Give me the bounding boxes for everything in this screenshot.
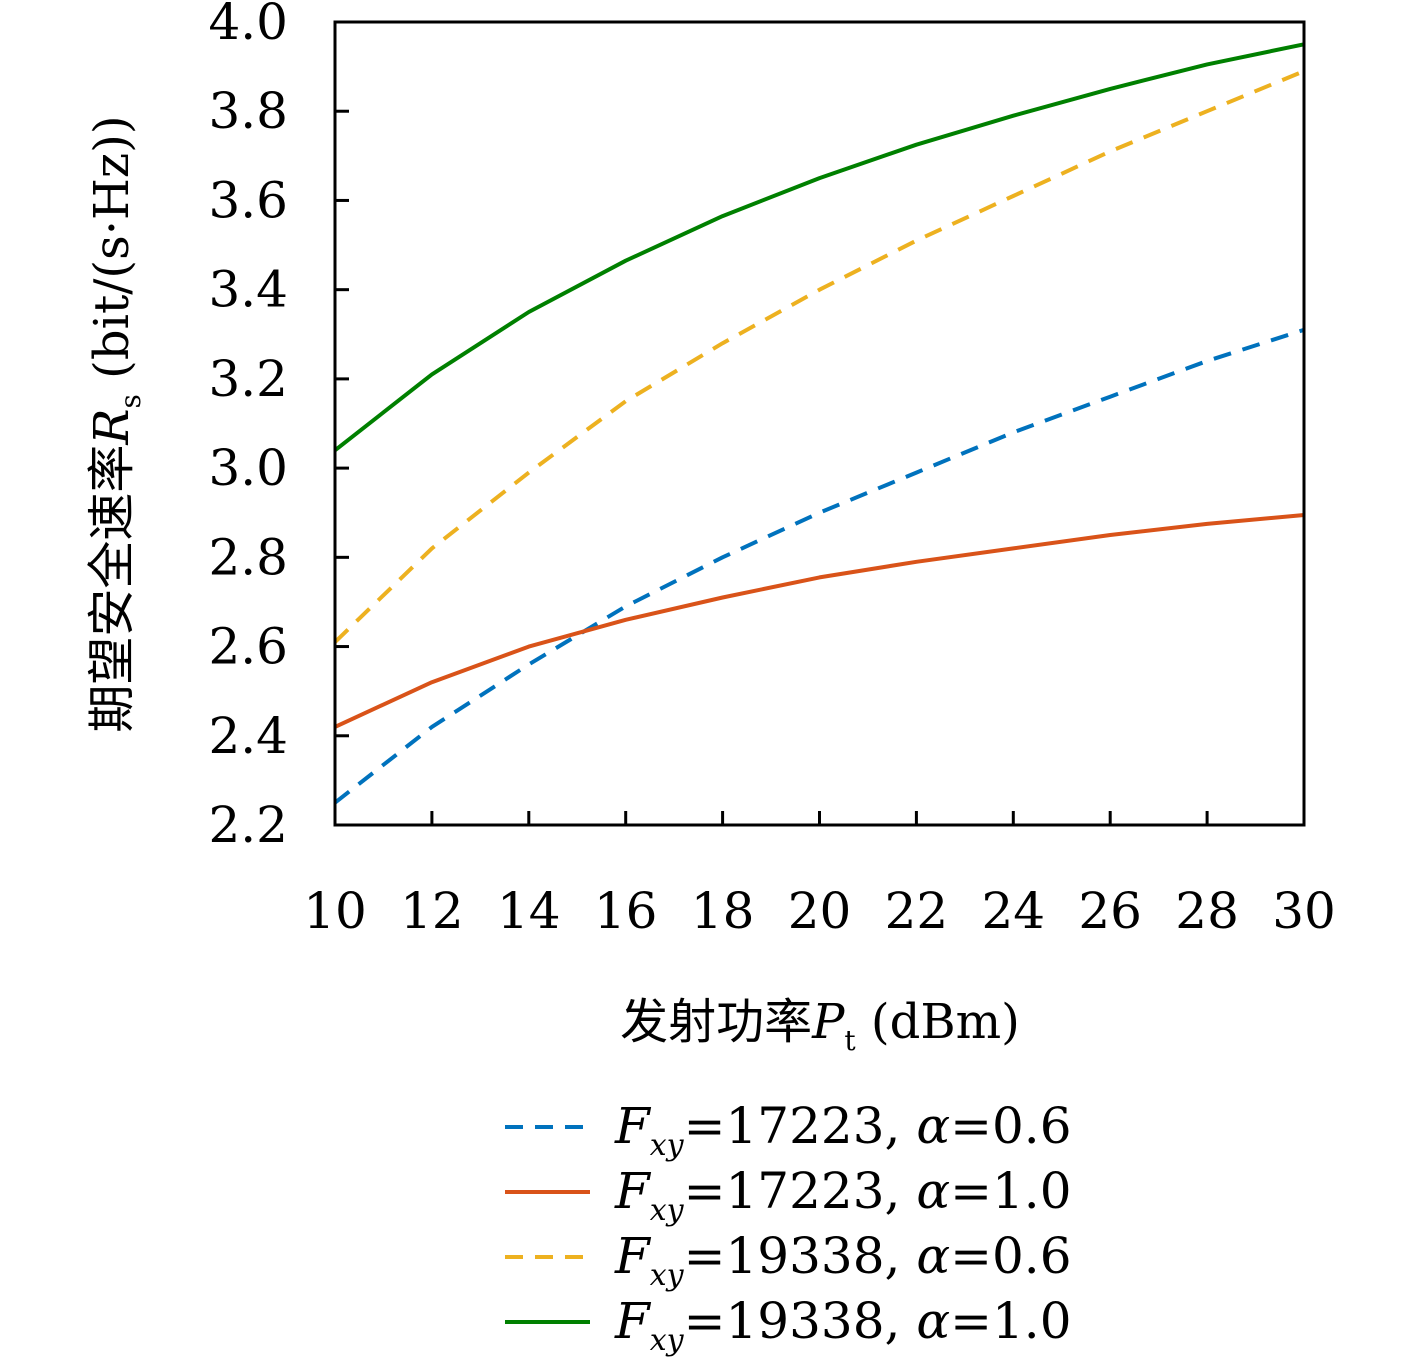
legend-label: Fxy=17223, α=1.0 [614, 1162, 1072, 1228]
legend-label-value: =17223, [684, 1162, 917, 1220]
legend-label-sub: xy [650, 1258, 685, 1293]
legend-label-sym: F [614, 1227, 652, 1285]
x-tick-label: 20 [788, 882, 852, 940]
y-axis-title-unit: (bit/(s·Hz)) [84, 115, 140, 394]
series-line-3 [333, 69, 1305, 644]
legend-label-value: =17223, [684, 1097, 917, 1155]
y-tick-label: 3.4 [208, 261, 288, 319]
x-axis-title-subscript: t [844, 1024, 856, 1057]
legend-label-sub: xy [650, 1128, 685, 1163]
y-axis-title-subscript: s [114, 394, 147, 408]
x-tick-label: 30 [1272, 882, 1336, 940]
legend-label-greek: α [916, 1227, 950, 1285]
x-tick-label: 28 [1175, 882, 1239, 940]
legend-label-sym: F [614, 1162, 652, 1220]
series-lines [333, 42, 1305, 805]
x-axis-title: 发射功率Pt (dBm) [620, 994, 1020, 1057]
legend-label: Fxy=17223, α=0.6 [614, 1097, 1072, 1163]
x-tick-label: 14 [497, 882, 561, 940]
legend-label-param: =1.0 [950, 1292, 1071, 1350]
x-tick-labels: 10 12 14 16 18 20 22 24 26 28 30 [303, 882, 1336, 940]
x-tick-label: 10 [303, 882, 367, 940]
legend-label: Fxy=19338, α=1.0 [614, 1292, 1072, 1358]
legend-label-sub: xy [650, 1193, 685, 1228]
legend-item: Fxy=19338, α=0.6 [505, 1227, 1072, 1293]
x-tick-label: 22 [885, 882, 949, 940]
x-tick-label: 26 [1078, 882, 1142, 940]
y-axis-title: 期望安全速率Rs (bit/(s·Hz)) [84, 115, 147, 732]
x-axis-title-prefix: 发射功率 [620, 994, 812, 1050]
legend-label-param: =1.0 [950, 1162, 1071, 1220]
y-axis-title-symbol: R [84, 408, 140, 445]
x-axis-title-unit: (dBm) [856, 994, 1020, 1050]
series-line-1 [333, 327, 1305, 805]
y-tick-label: 4.0 [208, 0, 288, 51]
legend-label-sub: xy [650, 1323, 685, 1358]
legend-label-greek: α [916, 1292, 950, 1350]
x-tick-label: 24 [981, 882, 1045, 940]
x-tick-label: 12 [400, 882, 464, 940]
legend-item: Fxy=17223, α=1.0 [505, 1162, 1072, 1228]
y-tick-label: 3.2 [208, 350, 288, 408]
legend-item: Fxy=19338, α=1.0 [505, 1292, 1072, 1358]
legend-label-value: =19338, [684, 1292, 917, 1350]
y-tick-label: 3.0 [208, 439, 288, 497]
legend-label-param: =0.6 [950, 1097, 1071, 1155]
legend-label-value: =19338, [684, 1227, 917, 1285]
legend-item: Fxy=17223, α=0.6 [505, 1097, 1072, 1163]
plot-frame [333, 20, 1306, 827]
y-axis-title-prefix: 期望安全速率 [84, 445, 140, 733]
legend-label-sym: F [614, 1292, 652, 1350]
y-tick-labels: 2.2 2.4 2.6 2.8 3.0 3.2 3.4 3.6 3.8 4.0 [208, 0, 288, 854]
x-tick-label: 18 [691, 882, 755, 940]
x-tick-label: 16 [594, 882, 658, 940]
legend-label-greek: α [916, 1162, 950, 1220]
ticks [333, 20, 1306, 827]
series-line-2 [334, 513, 1305, 729]
y-tick-label: 3.8 [208, 82, 288, 140]
y-tick-label: 2.4 [208, 707, 288, 765]
legend-label-greek: α [916, 1097, 950, 1155]
legend-label: Fxy=19338, α=0.6 [614, 1227, 1072, 1293]
y-tick-label: 2.8 [208, 528, 288, 586]
y-tick-label: 2.2 [208, 796, 288, 854]
series-line-4 [333, 42, 1305, 452]
y-tick-label: 2.6 [208, 618, 288, 676]
legend-label-sym: F [614, 1097, 652, 1155]
y-tick-label: 3.6 [208, 171, 288, 229]
legend-label-param: =0.6 [950, 1227, 1071, 1285]
x-axis-title-symbol: P [811, 994, 845, 1050]
